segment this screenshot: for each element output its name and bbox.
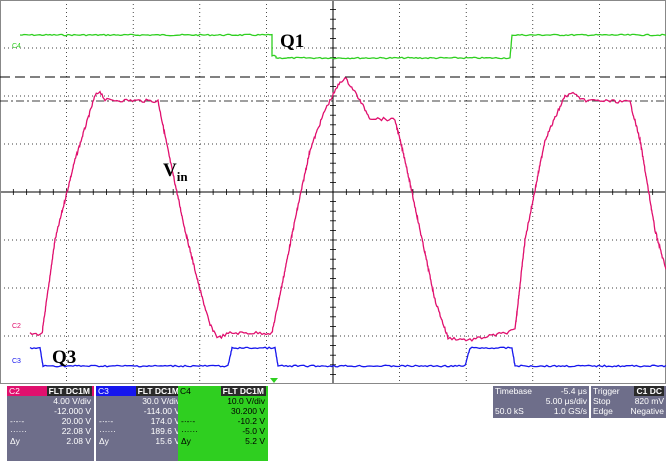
coupling-badge: FLT DC1M [46,386,92,396]
trace-vin [29,77,666,342]
cursor2-row: ······ -5.0 V [181,426,265,436]
cursor1-row: -·-·- 174.0 V [99,416,180,426]
timebase-panel[interactable]: Timebase -5.4 μs 5.00 μs/div 50.0 kS 1.0… [493,386,589,418]
trigger-position-marker[interactable] [270,378,278,383]
cursor1-row: -·-·- 20.00 V [10,416,91,426]
offset-row: -12.000 V [54,406,91,416]
channel-label: C4 [180,386,191,396]
trace-q1 [19,33,666,60]
trace-marker-c3: C3 [12,358,21,365]
trace-marker-c2: C2 [12,323,21,330]
timebase-per-div: 5.00 μs/div [545,396,587,406]
timebase-label: Timebase [495,386,533,396]
trace-marker-c4: C4 [12,43,21,50]
annotation-q1: Q1 [280,31,304,52]
annotation-vin-subscript: in [177,169,189,184]
channel-panel-c3-header: C3 FLT DC1M [96,386,183,396]
waveform-traces [19,33,666,368]
delta-row: Δy 15.6 V [99,436,180,446]
offset-row: -114.00 V [143,406,180,416]
channel-label: C3 [98,386,109,396]
channel-panel-c4-header: C4 FLT DC1M [178,386,268,396]
channel-panel-c3[interactable]: C3 FLT DC1M 30.0 V/div -114.00 V -·-·- 17… [96,386,183,461]
graticule [0,0,666,384]
sample-rate: 1.0 GS/s [553,406,587,416]
channel-label: C2 [9,386,20,396]
timebase-offset: -5.4 μs [560,386,587,396]
channel-panel-c2[interactable]: C2 FLT DC1M 4.00 V/div -12.000 V -·-·- 20… [7,386,94,461]
cursor2-row: ······ 22.08 V [10,426,91,436]
trigger-slope: Negative [630,406,664,416]
channel-panel-c2-header: C2 FLT DC1M [7,386,94,396]
delta-row: Δy 2.08 V [10,436,91,446]
delta-row: Δy 5.2 V [181,436,265,446]
offset-row: 30.200 V [230,406,265,416]
trace-q3 [29,346,666,368]
scale-row: 4.00 V/div [53,396,91,406]
coupling-badge: FLT DC1M [135,386,181,396]
trigger-mode: Stop [593,396,611,406]
channel-panel-c4[interactable]: C4 FLT DC1M 10.0 V/div 30.200 V -·-·- -10… [178,386,268,461]
oscilloscope-display: C4 C2 C3 Q1 Vin Q3 [0,0,666,384]
scale-row: 10.0 V/div [227,396,265,406]
trigger-panel[interactable]: Trigger C1 DC Stop 820 mV Edge Negative [591,386,666,418]
annotation-vin: Vin [163,160,188,184]
cursor2-row: ······ 189.6 V [99,426,180,436]
trigger-channel-badge: C1 DC [634,386,664,396]
trigger-label: Trigger [593,386,620,396]
coupling-badge: FLT DC1M [220,386,266,396]
scale-row: 30.0 V/div [142,396,180,406]
trigger-level: 820 mV [634,396,664,406]
annotation-q3: Q3 [52,347,76,368]
cursor1-row: -·-·- -10.2 V [181,416,265,426]
trigger-type: Edge [593,406,613,416]
sample-count: 50.0 kS [495,406,524,416]
